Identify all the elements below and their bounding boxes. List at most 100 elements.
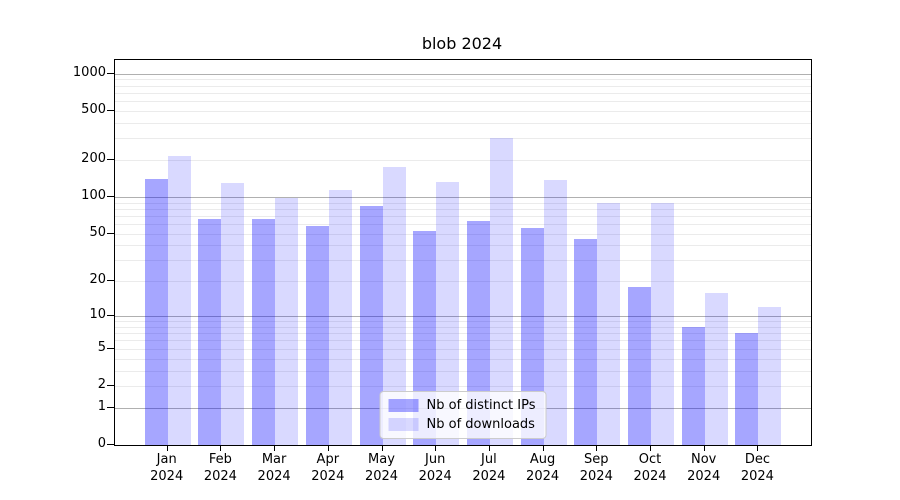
legend-row-downloads: Nb of downloads	[388, 417, 536, 432]
y-tick-label: 200	[81, 151, 106, 166]
bar-downloads-jun	[436, 181, 460, 445]
y-tick-mark	[107, 232, 114, 234]
minor-gridline	[115, 333, 811, 335]
bar-distinct-ips-oct	[628, 286, 651, 445]
x-tick-label-dec: Dec 2024	[740, 452, 774, 484]
chart-title: blob 2024	[421, 34, 503, 53]
legend-label-downloads: Nb of downloads	[426, 417, 535, 432]
bar-distinct-ips-dec	[735, 333, 759, 445]
minor-gridline	[115, 260, 811, 262]
y-tick-label: 1	[97, 398, 106, 414]
bar-distinct-ips-aug	[520, 227, 544, 445]
minor-gridline	[115, 122, 811, 124]
major-gridline	[115, 197, 811, 198]
bar-distinct-ips-mar	[252, 219, 276, 445]
x-tick-mark	[542, 445, 544, 451]
minor-gridline	[115, 358, 811, 360]
x-tick-mark	[435, 445, 437, 451]
y-tick-mark	[107, 444, 114, 445]
x-tick-mark	[327, 445, 329, 451]
x-tick-label-mar: Mar 2024	[257, 452, 291, 484]
minor-gridline	[115, 370, 811, 372]
x-tick-label-feb: Feb 2024	[203, 452, 237, 484]
minor-gridline	[115, 160, 811, 161]
legend-swatch-distinct-ips	[388, 399, 419, 412]
x-tick-label-aug: Aug 2024	[526, 452, 560, 484]
bar-distinct-ips-jan	[144, 179, 168, 445]
minor-gridline	[115, 208, 811, 210]
x-tick-label-sep: Sep 2024	[579, 452, 613, 484]
bar-downloads-aug	[543, 179, 567, 445]
bar-downloads-sep	[597, 203, 621, 445]
bar-distinct-ips-apr	[305, 225, 329, 445]
x-tick-label-jan: Jan 2024	[150, 452, 184, 484]
y-tick-label: 20	[89, 272, 106, 288]
minor-gridline	[115, 348, 811, 350]
minor-gridline	[115, 245, 811, 247]
x-tick-mark	[703, 445, 705, 451]
x-tick-mark	[596, 445, 598, 451]
y-tick-label: 1000	[72, 64, 106, 80]
y-tick-mark	[107, 72, 114, 74]
bar-downloads-feb	[221, 183, 245, 445]
x-tick-mark	[488, 445, 490, 451]
x-tick-mark	[650, 445, 651, 451]
major-gridline	[115, 73, 811, 75]
bar-downloads-jul	[489, 138, 513, 445]
bar-distinct-ips-nov	[681, 326, 705, 445]
y-tick-mark	[107, 406, 114, 408]
x-tick-mark	[220, 445, 222, 451]
minor-gridline	[115, 386, 811, 387]
y-tick-mark	[107, 280, 114, 282]
y-tick-mark	[107, 385, 114, 386]
minor-gridline	[115, 202, 811, 204]
y-tick-label: 100	[81, 188, 106, 203]
plot-area: Nb of distinct IPs Nb of downloads	[114, 59, 812, 446]
minor-gridline	[115, 326, 811, 328]
x-tick-label-may: May 2024	[364, 452, 399, 484]
minor-gridline	[115, 85, 811, 87]
minor-gridline	[115, 321, 811, 323]
y-tick-mark	[107, 109, 114, 111]
bar-downloads-dec	[758, 307, 782, 445]
minor-gridline	[115, 233, 811, 235]
x-tick-label-oct: Oct 2024	[633, 452, 667, 484]
y-tick-mark	[107, 159, 114, 160]
x-tick-label-jun: Jun 2024	[418, 452, 452, 484]
x-tick-label-jul: Jul 2024	[472, 452, 506, 484]
y-tick-mark	[107, 196, 114, 197]
bar-downloads-apr	[328, 189, 352, 445]
minor-gridline	[115, 281, 811, 283]
x-tick-mark	[757, 445, 759, 451]
bar-downloads-oct	[651, 202, 674, 445]
x-tick-label-apr: Apr 2024	[311, 452, 345, 484]
minor-gridline	[115, 101, 811, 103]
minor-gridline	[115, 138, 811, 140]
bar-distinct-ips-feb	[198, 219, 222, 445]
legend-label-distinct-ips: Nb of distinct IPs	[426, 398, 536, 413]
minor-gridline	[115, 224, 811, 226]
bar-distinct-ips-sep	[574, 239, 598, 445]
bar-distinct-ips-jul	[466, 220, 490, 445]
y-tick-label: 50	[89, 224, 106, 240]
y-tick-label: 10	[89, 307, 106, 323]
y-tick-label: 0	[97, 436, 106, 451]
bar-downloads-jan	[167, 156, 191, 445]
y-tick-mark	[107, 315, 114, 317]
y-tick-mark	[107, 347, 114, 349]
x-tick-label-nov: Nov 2024	[687, 452, 721, 484]
minor-gridline	[115, 92, 811, 94]
minor-gridline	[115, 110, 811, 112]
bar-downloads-nov	[704, 292, 728, 445]
minor-gridline	[115, 215, 811, 217]
y-tick-label: 5	[97, 339, 106, 355]
bar-distinct-ips-may	[359, 205, 383, 445]
minor-gridline	[115, 79, 811, 81]
bar-downloads-mar	[275, 198, 299, 445]
minor-gridline	[115, 340, 811, 342]
x-tick-mark	[381, 445, 383, 451]
y-tick-label: 500	[81, 101, 106, 117]
legend-row-distinct-ips: Nb of distinct IPs	[388, 398, 536, 413]
major-gridline	[115, 316, 811, 318]
